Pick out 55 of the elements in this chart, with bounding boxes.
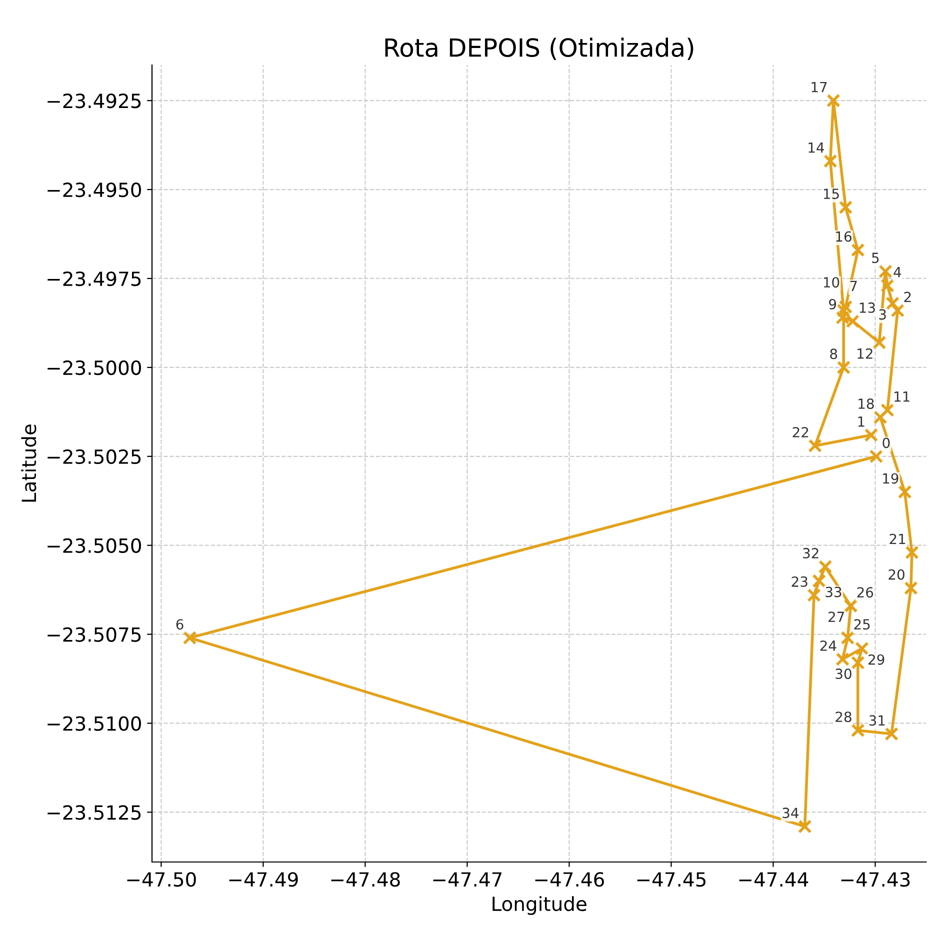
y-tick-label: −23.4925: [48, 94, 141, 108]
annotation: 30: [836, 668, 852, 680]
annotation: 5: [872, 252, 879, 264]
annotation: 32: [803, 548, 818, 558]
y-tick-label: −23.4975: [48, 271, 141, 286]
y-tick-label: −23.5100: [48, 716, 141, 731]
y-tick-label: −23.5125: [48, 805, 141, 820]
annotation: 2: [904, 292, 911, 302]
x-tick-label: −47.49: [229, 872, 298, 887]
y-tick-label: −23.5000: [48, 360, 141, 376]
annotation: 19: [883, 473, 898, 484]
x-tick-label: −47.43: [841, 872, 910, 887]
x-tick-label: −47.50: [127, 872, 196, 887]
x-axis-title: Longitude: [492, 896, 586, 915]
annotation: 11: [894, 392, 910, 402]
annotation: 4: [894, 267, 902, 278]
annotation: 22: [792, 426, 808, 438]
annotation: 21: [890, 534, 906, 544]
annotation: 15: [824, 188, 839, 200]
annotation: 34: [782, 808, 798, 818]
annotation: 6: [176, 619, 184, 630]
annotation: 3: [879, 309, 886, 320]
annotation: 0: [882, 438, 890, 448]
annotation: 14: [808, 142, 824, 153]
x-tick-label: −47.47: [433, 872, 502, 886]
y-tick-label: −23.5050: [48, 538, 141, 553]
annotation: 13: [860, 302, 875, 313]
annotation: 26: [857, 587, 874, 598]
annotation: 23: [792, 576, 808, 587]
annotation: 25: [854, 619, 870, 630]
y-tick-label: −23.4950: [48, 182, 141, 198]
annotation: 1: [858, 416, 864, 427]
x-tick-label: −47.45: [637, 872, 706, 887]
annotation: 16: [836, 231, 852, 242]
annotation: 8: [830, 348, 838, 360]
annotation: 29: [868, 654, 884, 665]
annotation: 7: [850, 280, 857, 291]
annotation: 9: [829, 298, 836, 310]
annotation: 10: [824, 277, 840, 288]
annotation: 33: [826, 586, 842, 598]
annotation: 24: [820, 640, 836, 651]
x-tick-label: −47.48: [331, 872, 400, 887]
annotation: 20: [888, 569, 904, 580]
x-tick-label: −47.46: [535, 872, 604, 887]
annotation: 27: [828, 612, 844, 622]
y-tick-label: −23.5075: [48, 627, 141, 642]
annotation: 28: [836, 712, 852, 722]
y-tick-label: −23.5025: [48, 449, 141, 464]
annotation: 17: [812, 82, 827, 92]
annotation: 12: [858, 348, 872, 359]
chart-title: Rota DEPOIS (Otimizada): [385, 38, 694, 60]
y-axis-title: Latitude: [21, 424, 36, 502]
annotation: 18: [858, 398, 874, 409]
annotation: 31: [869, 715, 885, 726]
x-tick-label: −47.44: [739, 872, 808, 886]
